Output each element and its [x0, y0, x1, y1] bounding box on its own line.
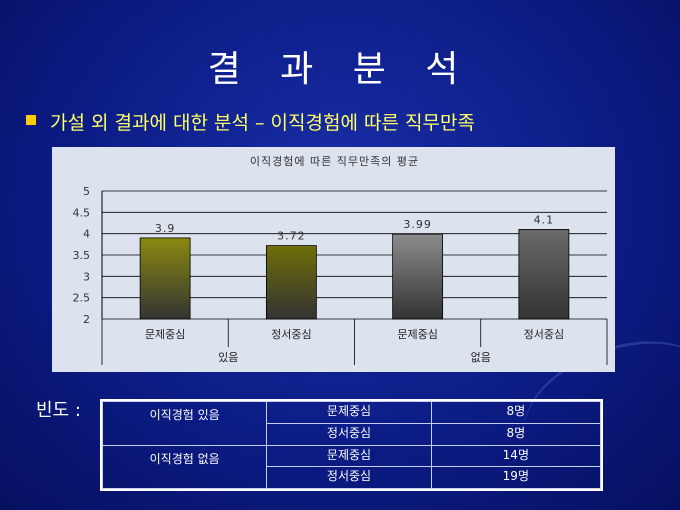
data-label: 3.72 — [277, 230, 306, 243]
bar-chart: 이직경험에 따른 직무만족의 평균 5 4.5 4 3.5 3 2.5 2 3.9 문제중심 3.7… — [52, 147, 615, 372]
frequency-label: 빈도 : — [36, 400, 81, 421]
bar — [518, 229, 570, 320]
y-tick-label: 2.5 — [73, 292, 91, 305]
y-tick-label: 3 — [83, 270, 90, 283]
table-cell-group: 이직경험 있음 — [101, 401, 268, 446]
x-tick-label: 정서중심 — [271, 328, 311, 341]
y-tick-label: 2 — [83, 313, 90, 326]
table-row: 정서중심 19명 — [103, 466, 602, 489]
slide-title: 결 과 분 석 — [207, 49, 473, 90]
group-label: 있음 — [218, 351, 238, 364]
table-cell-type: 문제중심 — [266, 444, 432, 468]
table-row: 이직경험 없음 문제중심 14명 — [101, 444, 602, 489]
y-tick-label: 4.5 — [73, 206, 91, 219]
bullet-square-icon — [26, 115, 36, 125]
table-cell-count: 19명 — [430, 466, 602, 489]
x-tick-label: 정서중심 — [524, 328, 564, 341]
bullet-text: 가설 외 결과에 대한 분석 – 이직경험에 따른 직무만족 — [50, 112, 475, 134]
table-cell-type: 문제중심 — [266, 401, 432, 424]
bar — [139, 237, 191, 320]
bar — [265, 245, 317, 320]
y-tick-label: 4 — [83, 228, 90, 241]
table-cell-count: 8명 — [430, 422, 602, 446]
bullet-point: 가설 외 결과에 대한 분석 – 이직경험에 따른 직무만족 — [26, 108, 666, 134]
x-tick-label: 문제중심 — [145, 328, 185, 341]
chart-title: 이직경험에 따른 직무만족의 평균 — [250, 155, 419, 168]
bar — [392, 233, 444, 320]
data-label: 4.1 — [534, 213, 555, 226]
data-label: 3.9 — [155, 222, 176, 235]
chart-svg: 이직경험에 따른 직무만족의 평균 5 4.5 4 3.5 3 2.5 2 3.9 문제중심 3.7… — [73, 155, 608, 365]
x-tick-label: 문제중심 — [397, 328, 437, 341]
frequency-table: 이직경험 있음 문제중심 8명 정서중심 8명 이직경험 없음 문제중심 14명… — [100, 399, 603, 491]
y-tick-label: 5 — [83, 185, 90, 198]
table-cell-count: 8명 — [430, 401, 602, 424]
table-cell-count: 14명 — [430, 444, 602, 468]
table-cell-type: 정서중심 — [266, 466, 432, 489]
table-row: 이직경험 있음 문제중심 8명 — [101, 401, 602, 446]
y-tick-label: 3.5 — [73, 249, 91, 262]
group-label: 없음 — [471, 351, 491, 364]
table-cell-group: 이직경험 없음 — [101, 444, 268, 489]
data-label: 3.99 — [403, 218, 432, 231]
table-cell-type: 정서중심 — [266, 422, 432, 446]
